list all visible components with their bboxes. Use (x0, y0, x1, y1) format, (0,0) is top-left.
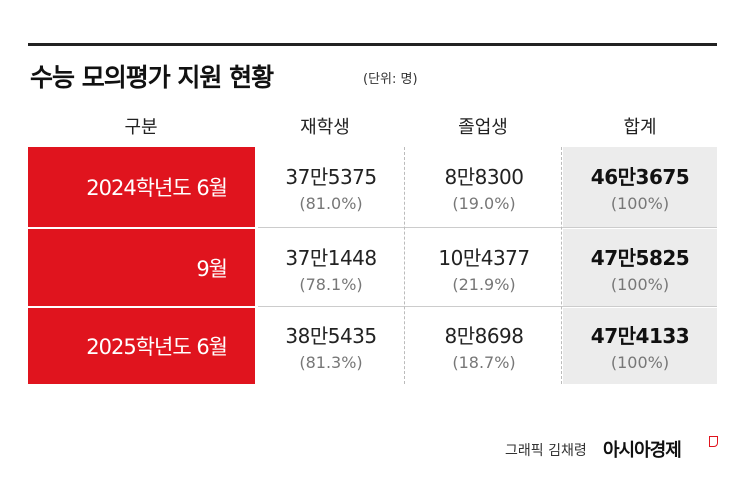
column-separator (404, 147, 405, 384)
top-rule (28, 43, 717, 46)
brand-icon (709, 436, 718, 447)
cell-percent: (18.7%) (452, 353, 516, 372)
cell-number: 46만3675 (590, 165, 690, 189)
brand: 아시아경제 (603, 440, 682, 461)
cell: 38만5435 (81.3%) (258, 308, 404, 384)
cell-number: 37만5375 (285, 165, 377, 189)
cell-percent: (81.3%) (299, 353, 363, 372)
row-separator (258, 227, 717, 228)
row-label: 9월 (28, 229, 255, 306)
column-separator (561, 147, 562, 384)
cell-number: 8만8698 (444, 324, 524, 348)
cell-number: 47만4133 (590, 324, 690, 348)
row-label: 2025학년도 6월 (28, 308, 255, 384)
unit: (단위: 명) (363, 72, 418, 87)
row-separator (258, 306, 717, 307)
cell: 8만8698 (18.7%) (406, 308, 562, 384)
cell: 37만1448 (78.1%) (258, 229, 404, 306)
cell: 47만5825 (100%) (563, 229, 717, 306)
cell-number: 47만5825 (590, 245, 690, 270)
cell-number: 37만1448 (285, 245, 377, 270)
cell-percent: (100%) (610, 353, 670, 372)
cell: 10만4377 (21.9%) (406, 229, 562, 306)
cell-percent: (78.1%) (299, 274, 363, 294)
cell-percent: (100%) (610, 194, 670, 213)
cell-number: 8만8300 (444, 165, 524, 189)
credit: 그래픽 김채령 (505, 443, 587, 459)
cell-number: 10만4377 (438, 245, 530, 270)
column-header: 합계 (623, 117, 657, 138)
cell-percent: (19.0%) (452, 194, 516, 213)
cell: 46만3675 (100%) (563, 147, 717, 227)
row-label: 2024학년도 6월 (28, 147, 255, 227)
column-header: 졸업생 (458, 117, 508, 138)
cell-percent: (81.0%) (299, 194, 363, 213)
cell: 47만4133 (100%) (563, 308, 717, 384)
cell-percent: (100%) (610, 274, 670, 294)
cell: 8만8300 (19.0%) (406, 147, 562, 227)
column-header: 재학생 (300, 117, 350, 138)
column-header: 구분 (124, 117, 158, 138)
cell-number: 38만5435 (285, 324, 377, 348)
title: 수능 모의평가 지원 현황 (30, 63, 274, 92)
cell: 37만5375 (81.0%) (258, 147, 404, 227)
cell-percent: (21.9%) (452, 274, 516, 294)
